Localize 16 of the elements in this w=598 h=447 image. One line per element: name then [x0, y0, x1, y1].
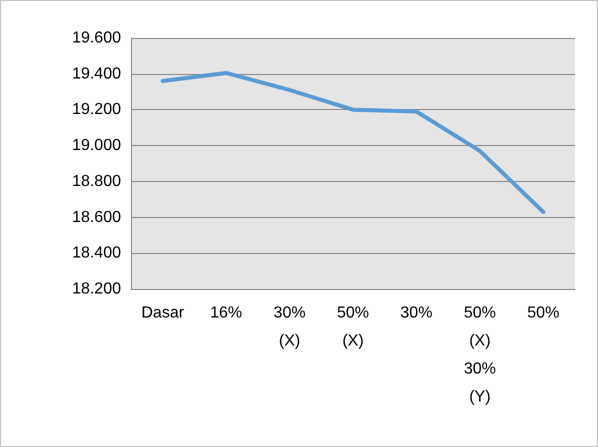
x-tick-label: 16% [210, 304, 242, 322]
x-tick-label: 50% (X) 30% (Y) [464, 304, 496, 406]
y-tick-label: 18.200 [72, 280, 122, 298]
y-tick-label: 18.800 [72, 172, 122, 190]
x-tick-label: Dasar [141, 304, 185, 322]
y-tick-label: 18.400 [72, 244, 122, 262]
y-tick-label: 19.600 [72, 30, 122, 46]
y-tick-label: 19.400 [72, 65, 122, 82]
x-tick-label: 50% (X) [336, 304, 370, 350]
line-series [160, 70, 546, 214]
x-tick-label: 30% (X) [274, 304, 306, 350]
y-tick-label: 19.000 [72, 137, 122, 154]
x-tick-label: 50% [527, 304, 560, 322]
y-tick-label: 19.200 [72, 101, 122, 118]
y-tick-label: 18.600 [72, 208, 122, 226]
x-tick-label: 30% [400, 304, 432, 322]
